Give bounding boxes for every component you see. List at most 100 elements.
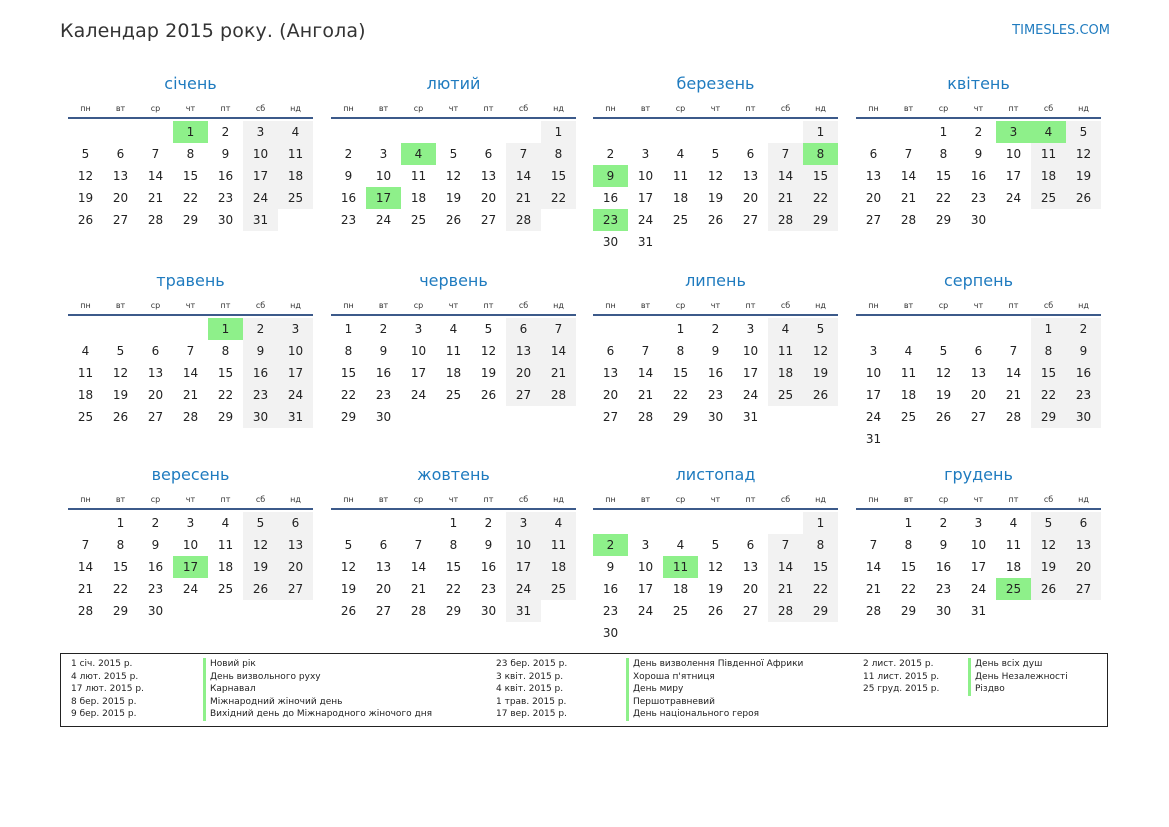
calendar-day: 30 (970, 213, 987, 227)
calendar-day: 18 (672, 191, 689, 205)
weekday-label: ср (413, 104, 424, 113)
calendar-day: 5 (711, 538, 720, 552)
calendar-day: 8 (1031, 340, 1066, 362)
calendar-day: 1 (939, 125, 948, 139)
calendar-day: 16 (243, 362, 278, 384)
holiday-name: День визволення Південної Африки (626, 658, 803, 671)
calendar-day: 29 (803, 209, 838, 231)
calendar-day: 30 (602, 235, 619, 249)
weekday-label: вт (903, 301, 914, 310)
calendar-day: 5 (449, 147, 458, 161)
weekday-label: сб (518, 104, 529, 113)
site-link[interactable]: TIMESLES.COM (1012, 23, 1110, 38)
days-grid: 1 2 3 4 5 6 7 8 9 10 11 12 13 14 15 16 17 18 19 20 21 22 23 24 2… (68, 318, 313, 428)
holiday-date: 4 квіт. 2015 р. (496, 684, 564, 695)
weekday-label: вт (115, 104, 126, 113)
calendar-day: 14 (410, 560, 427, 574)
calendar-day: 17 (637, 582, 654, 596)
empty-day (103, 318, 138, 340)
calendar-day: 28 (541, 384, 576, 406)
calendar-day: 30 (243, 406, 278, 428)
calendar-day: 26 (803, 384, 838, 406)
calendar-day: 23 (970, 191, 987, 205)
calendar-day: 16 (602, 191, 619, 205)
weekday-header: пн вт ср чт пт сб нд (331, 492, 576, 510)
weekday-label: пт (483, 104, 494, 113)
calendar-day: 13 (1066, 534, 1101, 556)
calendar-day: 7 (186, 344, 195, 358)
calendar-day: 26 (340, 604, 357, 618)
calendar-day: 3 (278, 318, 313, 340)
calendar-day: 7 (1009, 344, 1018, 358)
days-grid: 1 2 3 4 5 6 7 8 9 10 11 12 13 14 15 16 17 18 19 20 21 22 23 24 2… (856, 512, 1101, 622)
calendar-day: 28 (900, 213, 917, 227)
calendar-day: 6 (484, 147, 493, 161)
calendar-day: 22 (672, 388, 689, 402)
calendar-day: 19 (1031, 556, 1066, 578)
calendar-day: 17 (243, 165, 278, 187)
calendar-day: 25 (278, 187, 313, 209)
calendar-day: 22 (217, 388, 234, 402)
holiday-name: День Незалежності (968, 670, 1068, 684)
empty-day (401, 512, 436, 534)
calendar-day: 31 (243, 209, 278, 231)
days-grid: 1 2 3 4 5 6 7 8 9 10 11 12 13 14 15 16 17 18 19 20 21 22 23 24 2… (331, 318, 576, 428)
month-name: травень (156, 271, 225, 290)
weekday-label: пт (483, 495, 494, 504)
weekday-label: пт (745, 301, 756, 310)
weekday-label: пт (220, 495, 231, 504)
calendar-day: 4 (221, 516, 230, 530)
calendar-day: 14 (768, 165, 803, 187)
empty-day (68, 318, 103, 340)
calendar-day: 30 (602, 626, 619, 640)
calendar-day: 13 (278, 534, 313, 556)
weekday-label: вт (640, 495, 651, 504)
calendar-day: 18 (278, 165, 313, 187)
month-9: вересень пн вт ср чт пт сб нд 1 2 3 4 5 6 7 8 9 10 11 12 13 1… (68, 463, 313, 622)
calendar-day: 13 (506, 340, 541, 362)
calendar-day: 10 (637, 169, 654, 183)
calendar-day: 6 (606, 344, 615, 358)
calendar-day: 27 (480, 213, 497, 227)
calendar-day: 21 (147, 191, 164, 205)
weekday-label: вт (903, 495, 914, 504)
weekday-label: вт (115, 301, 126, 310)
calendar-day: 1 (803, 512, 838, 534)
calendar-day: 14 (506, 165, 541, 187)
empty-day (593, 318, 628, 340)
calendar-day: 4 (676, 147, 685, 161)
holiday-name: Міжнародний жіночий день (203, 695, 432, 709)
calendar-day: 14 (1005, 366, 1022, 380)
holiday-day: 23 (593, 209, 628, 231)
calendar-day: 23 (1066, 384, 1101, 406)
calendar-day: 24 (243, 187, 278, 209)
holiday-day: 17 (366, 187, 401, 209)
calendar-day: 16 (480, 560, 497, 574)
calendar-day: 10 (865, 366, 882, 380)
calendar-day: 19 (1066, 165, 1101, 187)
month-11: листопад пн вт ср чт пт сб нд 1 2 3 4 5 6 7 8 9 10 11 12 13 1… (593, 463, 838, 644)
calendar-day: 13 (865, 169, 882, 183)
calendar-day: 25 (900, 410, 917, 424)
calendar-day: 20 (278, 556, 313, 578)
calendar-day: 27 (970, 410, 987, 424)
calendar-day: 24 (1005, 191, 1022, 205)
holiday-date: 3 квіт. 2015 р. (496, 671, 564, 682)
calendar-day: 16 (375, 366, 392, 380)
calendar-day: 21 (506, 187, 541, 209)
calendar-day: 2 (606, 147, 615, 161)
weekday-label: сб (255, 495, 266, 504)
calendar-day: 11 (900, 366, 917, 380)
weekday-label: чт (448, 495, 459, 504)
calendar-day: 1 (1031, 318, 1066, 340)
calendar-day: 28 (410, 604, 427, 618)
months-grid: січень пн вт ср чт пт сб нд 1 2 3 4 5 6 7 8 9 10 11 12 13 14 1… (68, 74, 1101, 644)
calendar-day: 10 (506, 534, 541, 556)
calendar-day: 30 (147, 604, 164, 618)
holiday-names-col: День всіх душ День Незалежності Різдво (968, 658, 1068, 696)
calendar-day: 6 (974, 344, 983, 358)
calendar-day: 27 (147, 410, 164, 424)
calendar-day: 13 (147, 366, 164, 380)
calendar-day: 25 (445, 388, 462, 402)
calendar-day: 5 (1066, 121, 1101, 143)
